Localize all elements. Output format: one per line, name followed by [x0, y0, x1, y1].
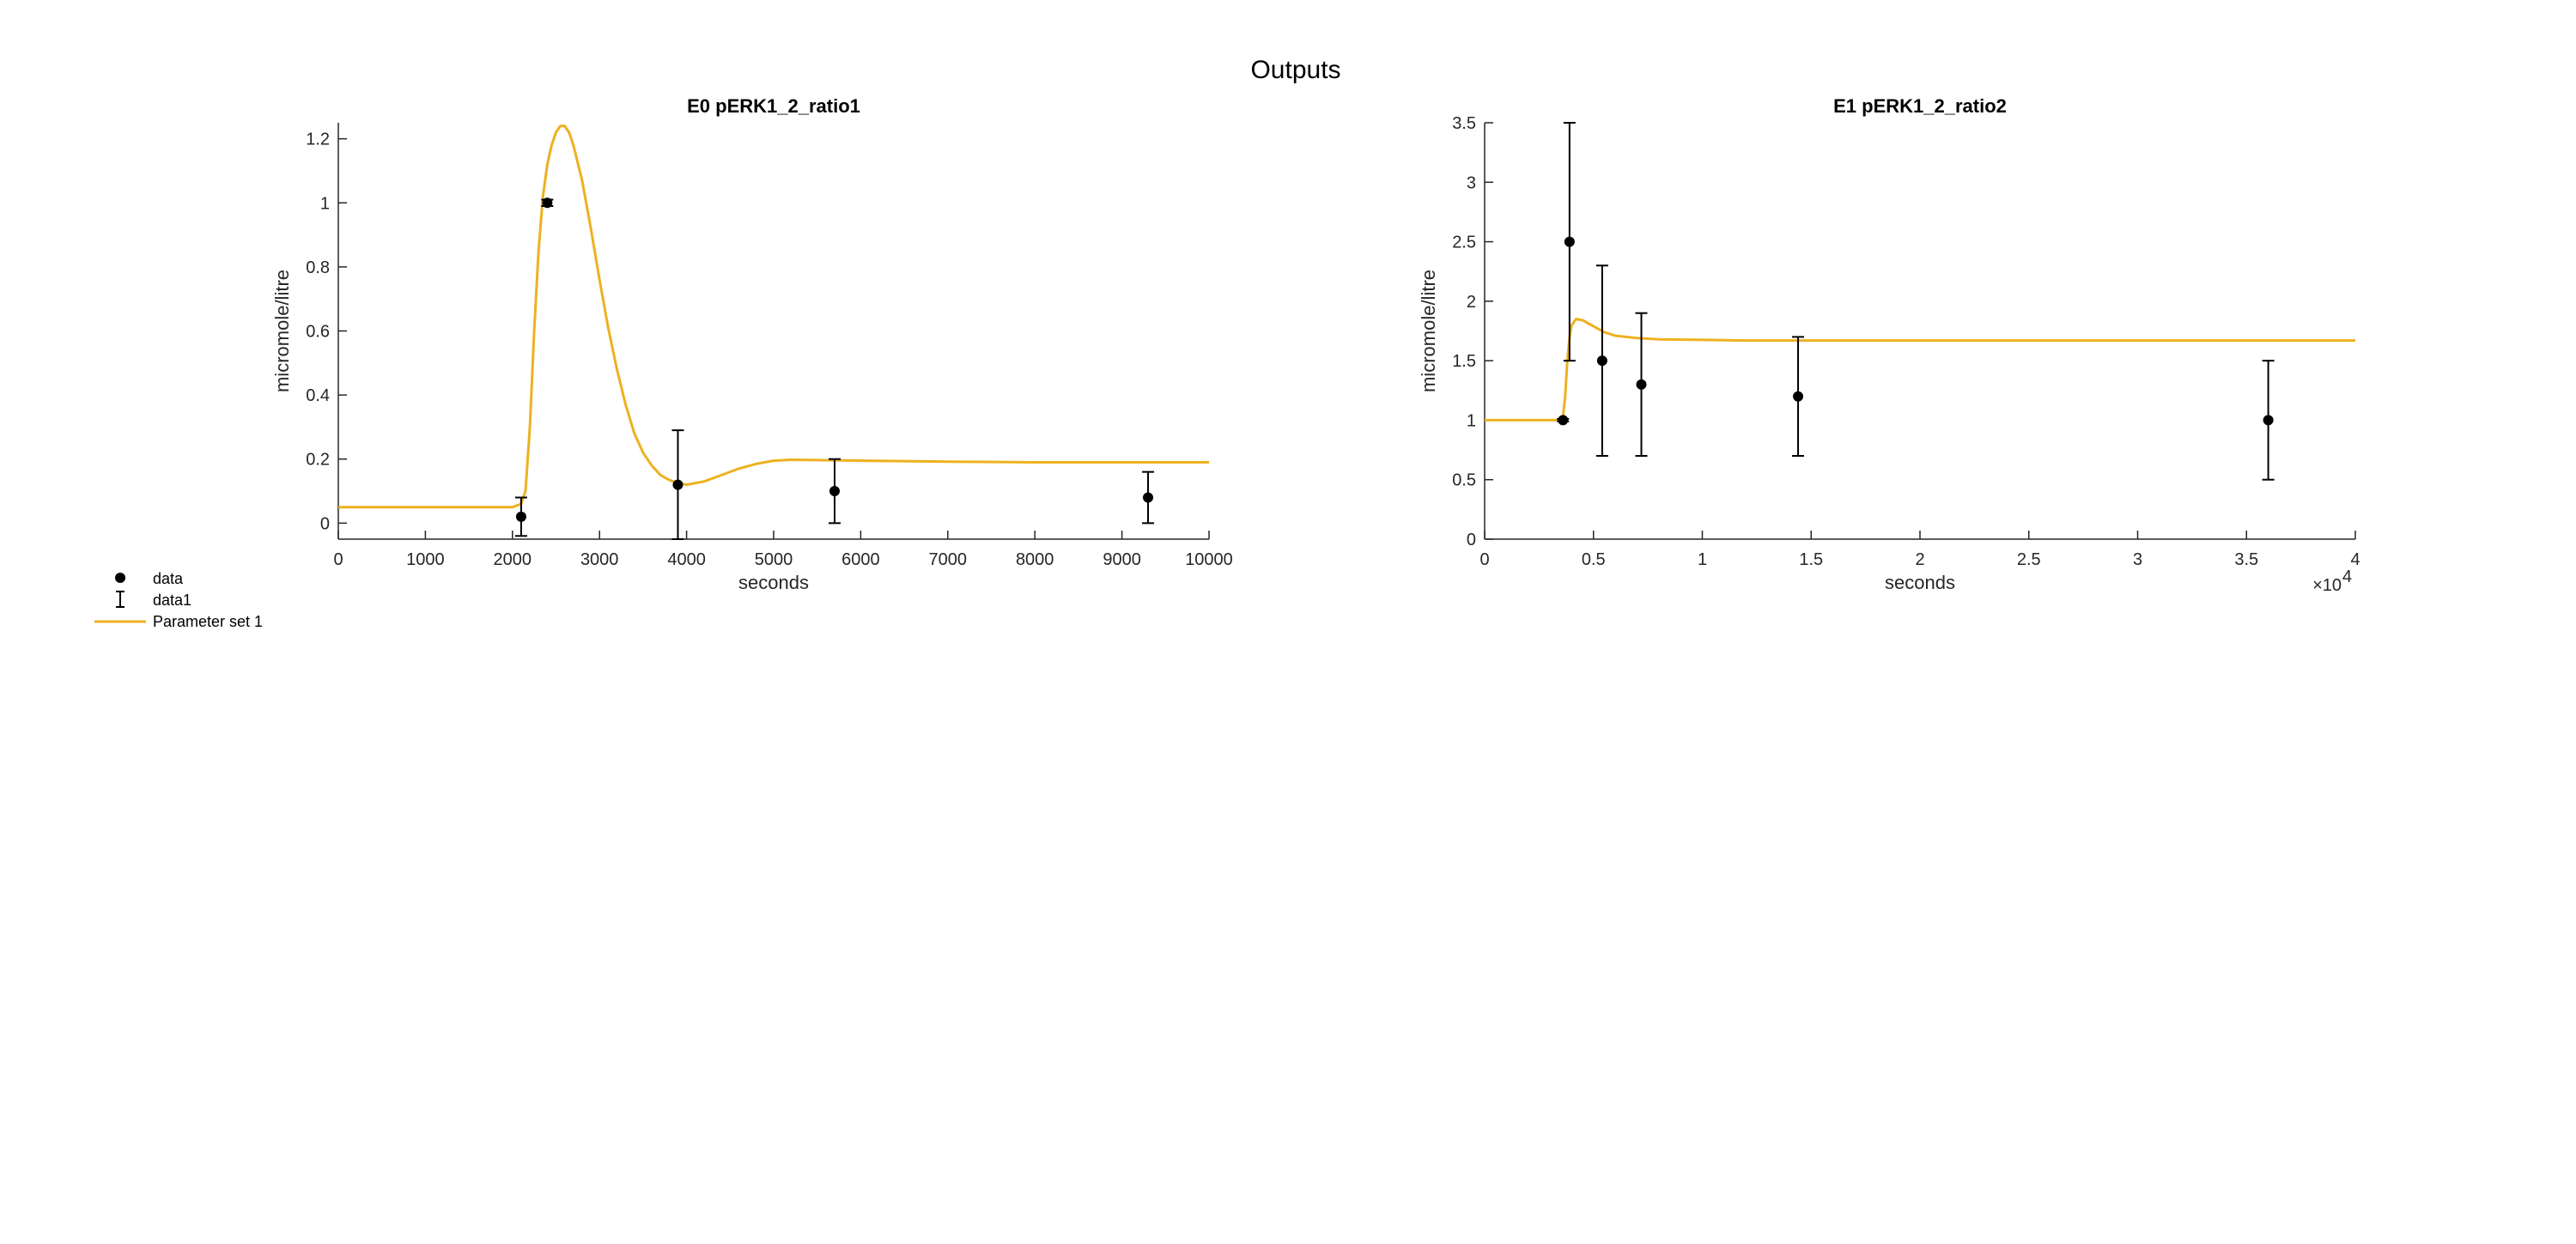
- y-tick-label: 2.5: [1452, 234, 1476, 252]
- y-tick-label: 0.2: [306, 451, 330, 470]
- x-axis-label: seconds: [1885, 572, 1955, 593]
- data-point: [1636, 379, 1647, 390]
- y-tick-label: 3.5: [1452, 114, 1476, 133]
- y-tick-label: 1.2: [306, 130, 330, 149]
- x-tick-label: 1.5: [1799, 550, 1823, 569]
- x-tick-label: 2.5: [2017, 550, 2041, 569]
- y-tick-label: 0.5: [1452, 471, 1476, 490]
- x-tick-label: 4: [2350, 550, 2360, 569]
- data-point: [2263, 415, 2274, 426]
- legend-label-parameter-set-1: Parameter set 1: [153, 613, 263, 630]
- x-tick-label: 10000: [1185, 550, 1233, 569]
- x-tick-label: 3: [2133, 550, 2142, 569]
- y-tick-label: 1: [1467, 411, 1476, 430]
- x-exponent-label: ×10: [2312, 576, 2342, 595]
- data-point: [542, 197, 553, 209]
- y-tick-label: 1: [320, 194, 330, 213]
- data-point: [1596, 355, 1607, 367]
- x-tick-label: 0.5: [1582, 550, 1606, 569]
- x-axis-label: seconds: [738, 572, 809, 593]
- y-axis-label: micromole/litre: [271, 270, 293, 392]
- x-tick-label: 3.5: [2234, 550, 2258, 569]
- y-tick-label: 0: [1467, 531, 1476, 549]
- x-tick-label: 1: [1698, 550, 1707, 569]
- x-tick-label: 6000: [841, 550, 880, 569]
- legend-label-data1: data1: [153, 592, 191, 609]
- y-tick-label: 3: [1467, 173, 1476, 192]
- data-point: [1793, 391, 1804, 402]
- x-tick-label: 2000: [494, 550, 532, 569]
- x-tick-label: 3000: [580, 550, 619, 569]
- data-point: [1143, 492, 1154, 503]
- x-tick-label: 1000: [406, 550, 445, 569]
- y-tick-label: 2: [1467, 293, 1476, 312]
- x-tick-label: 0: [1479, 550, 1489, 569]
- x-tick-label: 5000: [755, 550, 793, 569]
- data-point: [1564, 236, 1575, 247]
- x-tick-label: 9000: [1103, 550, 1141, 569]
- data-point: [672, 479, 683, 490]
- series-line-parameter-set-1: [338, 124, 1209, 509]
- series-line-parameter-set-1: [1485, 318, 2355, 422]
- axes-title: E1 pERK1_2_ratio2: [1833, 95, 2007, 117]
- legend-marker-data: [115, 573, 125, 583]
- y-axis-label: micromole/litre: [1418, 270, 1439, 392]
- x-tick-label: 7000: [929, 550, 968, 569]
- legend-marker-data1: [116, 591, 125, 608]
- y-tick-label: 0.6: [306, 323, 330, 342]
- x-exponent-power: 4: [2342, 567, 2352, 586]
- data-point: [515, 511, 526, 522]
- y-tick-label: 0.8: [306, 258, 330, 277]
- y-tick-label: 0: [320, 514, 330, 533]
- legend-label-data: data: [153, 570, 184, 587]
- legend: data data1 Parameter set 1: [94, 570, 263, 630]
- y-tick-label: 0.4: [306, 386, 330, 405]
- data-point: [829, 486, 840, 497]
- axes-title: E0 pERK1_2_ratio1: [687, 95, 860, 117]
- axes-e0: 0 1000 2000 3000 4000 5000 6000 7000 8000 9000 100…: [271, 95, 1233, 593]
- axes-e1: 0 0.5 1 1.5 2 2.5 3 3.5 4 0 0.5 1 1.5 2 2.5 3 3.5 E1 pERK…: [1418, 95, 2360, 595]
- x-tick-label: 0: [333, 550, 343, 569]
- x-tick-label: 8000: [1016, 550, 1054, 569]
- data-point: [1558, 415, 1569, 426]
- y-tick-label: 1.5: [1452, 352, 1476, 371]
- figure-title: Outputs: [1250, 56, 1340, 84]
- x-tick-label: 4000: [667, 550, 706, 569]
- x-tick-label: 2: [1915, 550, 1924, 569]
